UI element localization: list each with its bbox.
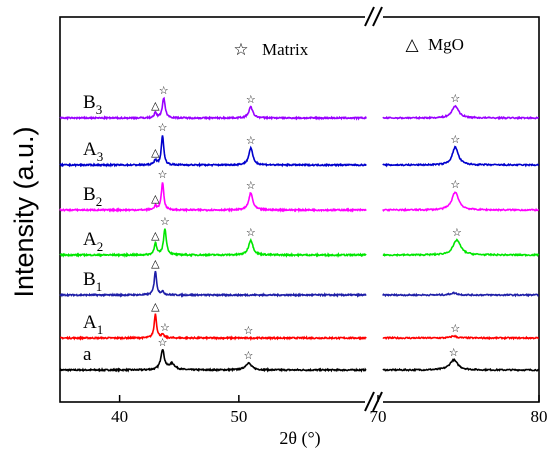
legend-matrix-symbol: ☆ xyxy=(233,40,248,59)
peak-marker: △ xyxy=(151,99,160,112)
peak-marker: △ xyxy=(151,300,160,313)
curve-label: A3 xyxy=(83,139,103,164)
peak-marker: ☆ xyxy=(450,322,460,335)
curve-label: B2 xyxy=(83,184,102,209)
series-line xyxy=(382,358,540,373)
peak-marker: ☆ xyxy=(160,215,170,228)
peak-marker: ☆ xyxy=(450,133,460,146)
curve-labels: a A1 B1 A2 B2 A3 B3 xyxy=(83,92,103,365)
peak-marker: ☆ xyxy=(450,92,460,105)
axis-break-top xyxy=(364,6,383,27)
peak-marker: ☆ xyxy=(246,179,256,192)
peak-marker: ☆ xyxy=(452,226,462,239)
series-line xyxy=(382,145,540,168)
curve-label: A1 xyxy=(83,312,103,337)
series-line xyxy=(382,191,540,213)
peak-marker: ☆ xyxy=(246,93,256,106)
x-tick-label: 70 xyxy=(370,407,387,426)
legend-mgo-label: MgO xyxy=(428,35,464,54)
curve-label: B1 xyxy=(83,269,102,294)
peak-marker: ☆ xyxy=(243,324,253,337)
peak-marker: △ xyxy=(151,146,160,159)
curve-label: B3 xyxy=(83,92,102,117)
peak-marker: ☆ xyxy=(450,178,460,191)
series-line xyxy=(382,334,540,341)
x-ticks xyxy=(118,395,540,402)
curve-label: a xyxy=(83,344,92,365)
x-tick-label: 50 xyxy=(230,407,247,426)
curve-label: A2 xyxy=(83,229,103,254)
peak-marker: △ xyxy=(151,229,160,242)
legend: ☆ Matrix △ MgO xyxy=(233,35,464,59)
series-line xyxy=(382,104,540,121)
x-tick-label: 80 xyxy=(531,407,548,426)
series-line xyxy=(59,228,367,259)
peak-marker: △ xyxy=(151,257,160,270)
legend-matrix-label: Matrix xyxy=(262,40,309,59)
peak-marker: ☆ xyxy=(246,226,256,239)
peak-marker: ☆ xyxy=(243,349,253,362)
series-line xyxy=(59,96,367,121)
peak-marker: ☆ xyxy=(158,336,168,349)
x-tick-labels: 40 50 70 80 xyxy=(111,407,547,426)
peak-marker: ☆ xyxy=(449,346,459,359)
series-line xyxy=(59,182,367,214)
series-line xyxy=(59,135,367,168)
legend-mgo-symbol: △ xyxy=(405,35,419,54)
series-line xyxy=(59,270,367,298)
x-tick-label: 40 xyxy=(111,407,128,426)
peak-marker: ☆ xyxy=(160,321,170,334)
peak-marker: ☆ xyxy=(158,168,168,181)
peak-marker: ☆ xyxy=(158,121,168,134)
x-axis-label: 2θ (°) xyxy=(279,428,320,449)
y-axis-label: Intensity (a.u.) xyxy=(9,126,39,297)
series-curves xyxy=(59,96,540,373)
peak-markers: ☆☆ ☆△☆ ☆ ☆△△☆☆ ☆△☆☆ ☆△☆☆ ☆△☆☆ ☆ xyxy=(151,84,462,362)
peak-marker: ☆ xyxy=(246,134,256,147)
series-line xyxy=(382,238,540,258)
peak-marker: △ xyxy=(151,192,160,205)
series-line xyxy=(59,348,367,373)
series-line xyxy=(382,291,539,298)
series-line xyxy=(60,313,367,342)
peak-marker: ☆ xyxy=(159,84,169,97)
